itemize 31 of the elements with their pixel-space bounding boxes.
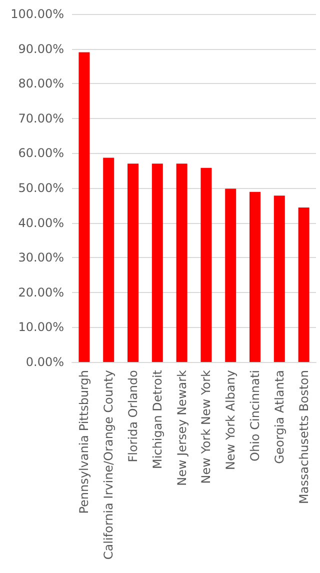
x-tick-label: New York New York [199,370,214,484]
y-tick-label: 20.00% [18,285,64,300]
bar [200,168,212,362]
y-tick-label: 80.00% [18,76,64,91]
y-tick-label: 0.00% [26,355,64,369]
y-tick-label: 60.00% [18,146,64,160]
x-tick-label: Michigan Detroit [150,370,164,469]
x-tick-label: Pennsylvania Pittsburgh [77,370,92,514]
x-tick-label: Florida Orlando [126,370,140,462]
bar [78,52,90,362]
bar [152,164,163,362]
y-tick-label: 50.00% [18,181,64,195]
x-tick-label: California Irvine/Orange County [102,370,116,560]
bar [250,192,260,362]
x-tick-label: Massachusetts Boston [296,370,311,504]
y-tick-label: 10.00% [18,320,64,334]
x-tick-label: New York Albany [224,370,238,470]
bar [128,164,138,362]
x-tick-label: Ohio Cincinnati [248,370,262,462]
x-tick-label: Georgia Atlanta [272,370,286,464]
bar [274,196,285,362]
bar [176,164,188,362]
bar [225,188,236,362]
bar [298,207,310,362]
bar [103,158,114,362]
y-tick-label: 90.00% [18,42,64,56]
y-tick-label: 30.00% [18,250,64,265]
y-tick-label: 100.00% [10,7,64,21]
x-tick-label: New Jersey Newark [174,370,189,486]
y-tick-label: 40.00% [18,216,64,230]
y-tick-label: 70.00% [18,111,64,126]
